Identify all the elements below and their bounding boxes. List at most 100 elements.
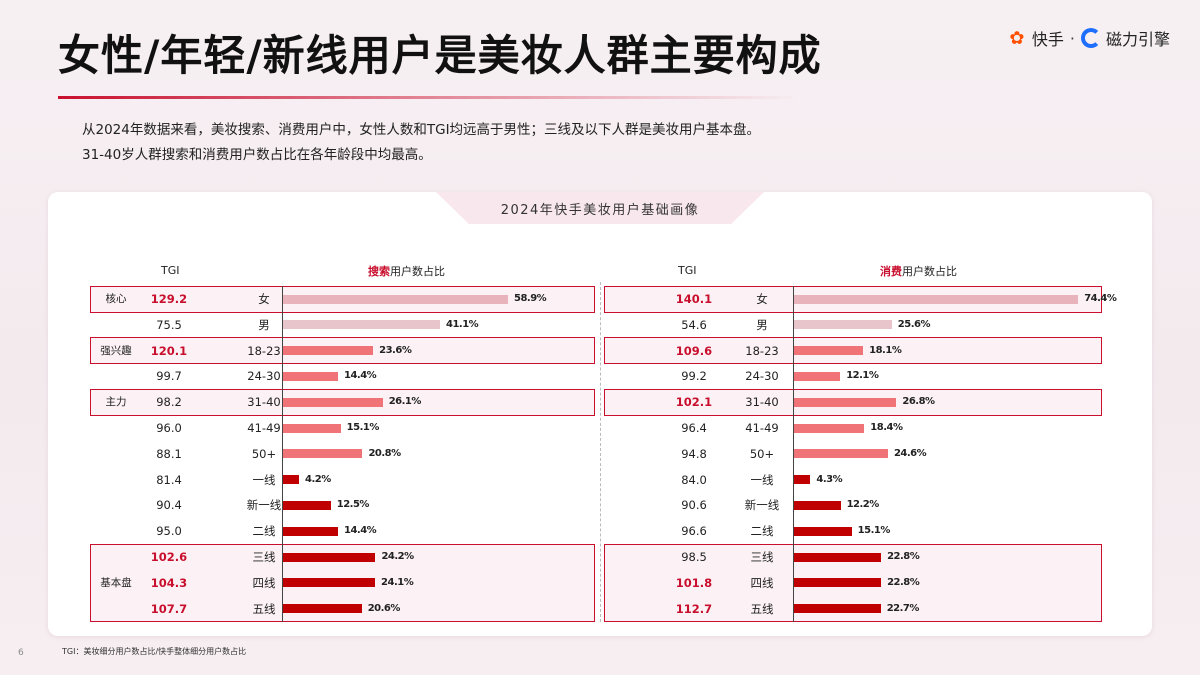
consume-category-label: 四线 xyxy=(750,575,774,590)
consume-bar xyxy=(794,578,882,588)
description-line-2: 31-40岁人群搜索和消费用户数占比在各年龄段中均最高。 xyxy=(82,147,432,163)
search-bar xyxy=(283,397,383,407)
consume-category-label: 41-49 xyxy=(745,421,779,435)
consume-value-label: 25.6% xyxy=(897,318,931,330)
consume-tgi-label: 94.8 xyxy=(681,446,707,461)
consume-value-label: 22.8% xyxy=(887,576,920,588)
search-tgi-label: 102.6 xyxy=(150,550,188,564)
consume-header-keyword: 消费 xyxy=(880,265,902,278)
search-tgi-label: 75.5 xyxy=(156,317,182,332)
consume-bar xyxy=(794,423,865,433)
search-bar xyxy=(283,294,508,304)
search-bar xyxy=(283,578,376,588)
search-category-label: 女 xyxy=(258,292,270,306)
search-value-label: 24.2% xyxy=(381,551,414,562)
search-header-rest: 用户数占比 xyxy=(390,265,445,278)
search-value-label: 12.5% xyxy=(336,499,370,511)
consume-bar xyxy=(794,320,892,330)
search-category-label: 四线 xyxy=(252,575,276,590)
consume-value-label: 15.1% xyxy=(857,525,891,537)
search-category-label: 31-40 xyxy=(247,395,281,410)
search-category-label: 三线 xyxy=(252,550,276,564)
search-value-label: 14.4% xyxy=(344,370,377,382)
search-bar xyxy=(283,423,341,433)
description-line-1: 从2024年数据来看，美妆搜索、消费用户中，女性人数和TGI均远高于男性；三线及… xyxy=(82,122,761,138)
consume-category-label: 新一线 xyxy=(744,498,780,513)
consume-category-label: 24-30 xyxy=(745,369,779,384)
page-number: 6 xyxy=(18,648,24,658)
tgi-header-right: TGI xyxy=(678,264,697,277)
consume-bar xyxy=(794,552,882,562)
search-value-label: 15.1% xyxy=(346,422,380,433)
consume-tgi-label: 96.6 xyxy=(681,524,707,539)
consume-bar xyxy=(794,526,852,536)
search-tgi-label: 107.7 xyxy=(150,601,188,616)
consume-category-label: 31-40 xyxy=(745,395,779,410)
search-category-label: 一线 xyxy=(252,472,276,487)
description: 从2024年数据来看，美妆搜索、消费用户中，女性人数和TGI均远高于男性；三线及… xyxy=(82,118,760,168)
search-bar xyxy=(283,500,331,510)
consume-category-label: 五线 xyxy=(750,601,774,616)
consume-value-label: 18.4% xyxy=(870,422,903,433)
cili-logo-icon xyxy=(1080,28,1101,48)
consume-tgi-label: 84.0 xyxy=(681,472,707,487)
search-tgi-label: 98.2 xyxy=(156,395,182,410)
group-label: 主力 xyxy=(105,396,127,409)
consume-value-label: 12.1% xyxy=(846,370,879,382)
group-label: 强兴趣 xyxy=(100,344,132,357)
kuaishou-logo-icon: ✿ xyxy=(1009,27,1025,49)
search-tgi-label: 129.2 xyxy=(150,292,188,306)
consume-category-label: 一线 xyxy=(750,472,774,487)
consume-share-header: 消费用户数占比 xyxy=(880,263,957,279)
consume-category-label: 男 xyxy=(756,317,768,332)
logo-separator: · xyxy=(1069,28,1075,48)
consume-category-label: 女 xyxy=(756,292,768,306)
consume-bar xyxy=(794,604,881,614)
consume-tgi-label: 109.6 xyxy=(675,343,713,358)
consume-category-label: 18-23 xyxy=(745,343,779,358)
search-value-label: 26.1% xyxy=(388,396,422,408)
search-value-label: 58.9% xyxy=(513,293,547,304)
page-title: 女性/年轻/新线用户是美妆人群主要构成 xyxy=(58,31,822,80)
consume-value-label: 12.2% xyxy=(846,499,880,511)
search-category-label: 50+ xyxy=(251,446,277,461)
search-bar xyxy=(283,475,300,485)
consume-bar xyxy=(794,294,1079,304)
consume-value-label: 18.1% xyxy=(869,344,902,356)
consume-header-rest: 用户数占比 xyxy=(902,265,957,278)
consume-tgi-label: 96.4 xyxy=(681,421,707,435)
search-value-label: 20.6% xyxy=(367,602,401,614)
search-bar xyxy=(283,526,338,536)
consume-tgi-label: 102.1 xyxy=(675,395,713,410)
search-tgi-label: 88.1 xyxy=(156,446,182,461)
consume-bar xyxy=(794,397,897,407)
search-bar xyxy=(283,552,376,562)
consume-bar xyxy=(794,346,864,356)
logo-area: ✿ 快手 · 磁力引擎 xyxy=(1006,26,1170,50)
group-label: 核心 xyxy=(105,293,127,305)
search-tgi-label: 99.7 xyxy=(156,369,182,384)
consume-bar xyxy=(794,500,841,510)
consume-tgi-label: 90.6 xyxy=(681,498,707,513)
consume-tgi-label: 101.8 xyxy=(675,575,713,590)
search-value-label: 24.1% xyxy=(381,576,414,588)
consume-value-label: 4.3% xyxy=(816,473,843,485)
search-value-label: 4.2% xyxy=(305,473,331,485)
panel-title: 2024年快手美妆用户基础画像 xyxy=(436,192,764,224)
tgi-header-left: TGI xyxy=(161,264,180,277)
search-tgi-label: 104.3 xyxy=(150,575,188,590)
footnote: TGI：美妆细分用户数占比/快手整体细分用户数占比 xyxy=(62,647,247,656)
consume-category-label: 50+ xyxy=(749,446,775,461)
group-label: 基本盘 xyxy=(100,576,132,589)
consume-category-label: 三线 xyxy=(750,550,774,564)
consume-tgi-label: 98.5 xyxy=(681,550,707,564)
consume-value-label: 74.4% xyxy=(1084,293,1117,304)
axis-line-left xyxy=(282,286,283,622)
consume-bar xyxy=(794,475,811,485)
search-tgi-label: 96.0 xyxy=(156,421,182,435)
panel-divider xyxy=(600,282,601,622)
search-value-label: 23.6% xyxy=(379,344,412,356)
search-category-label: 新一线 xyxy=(246,498,282,513)
kuaishou-logo-text: 快手 xyxy=(1031,30,1064,49)
search-bar xyxy=(283,449,363,459)
